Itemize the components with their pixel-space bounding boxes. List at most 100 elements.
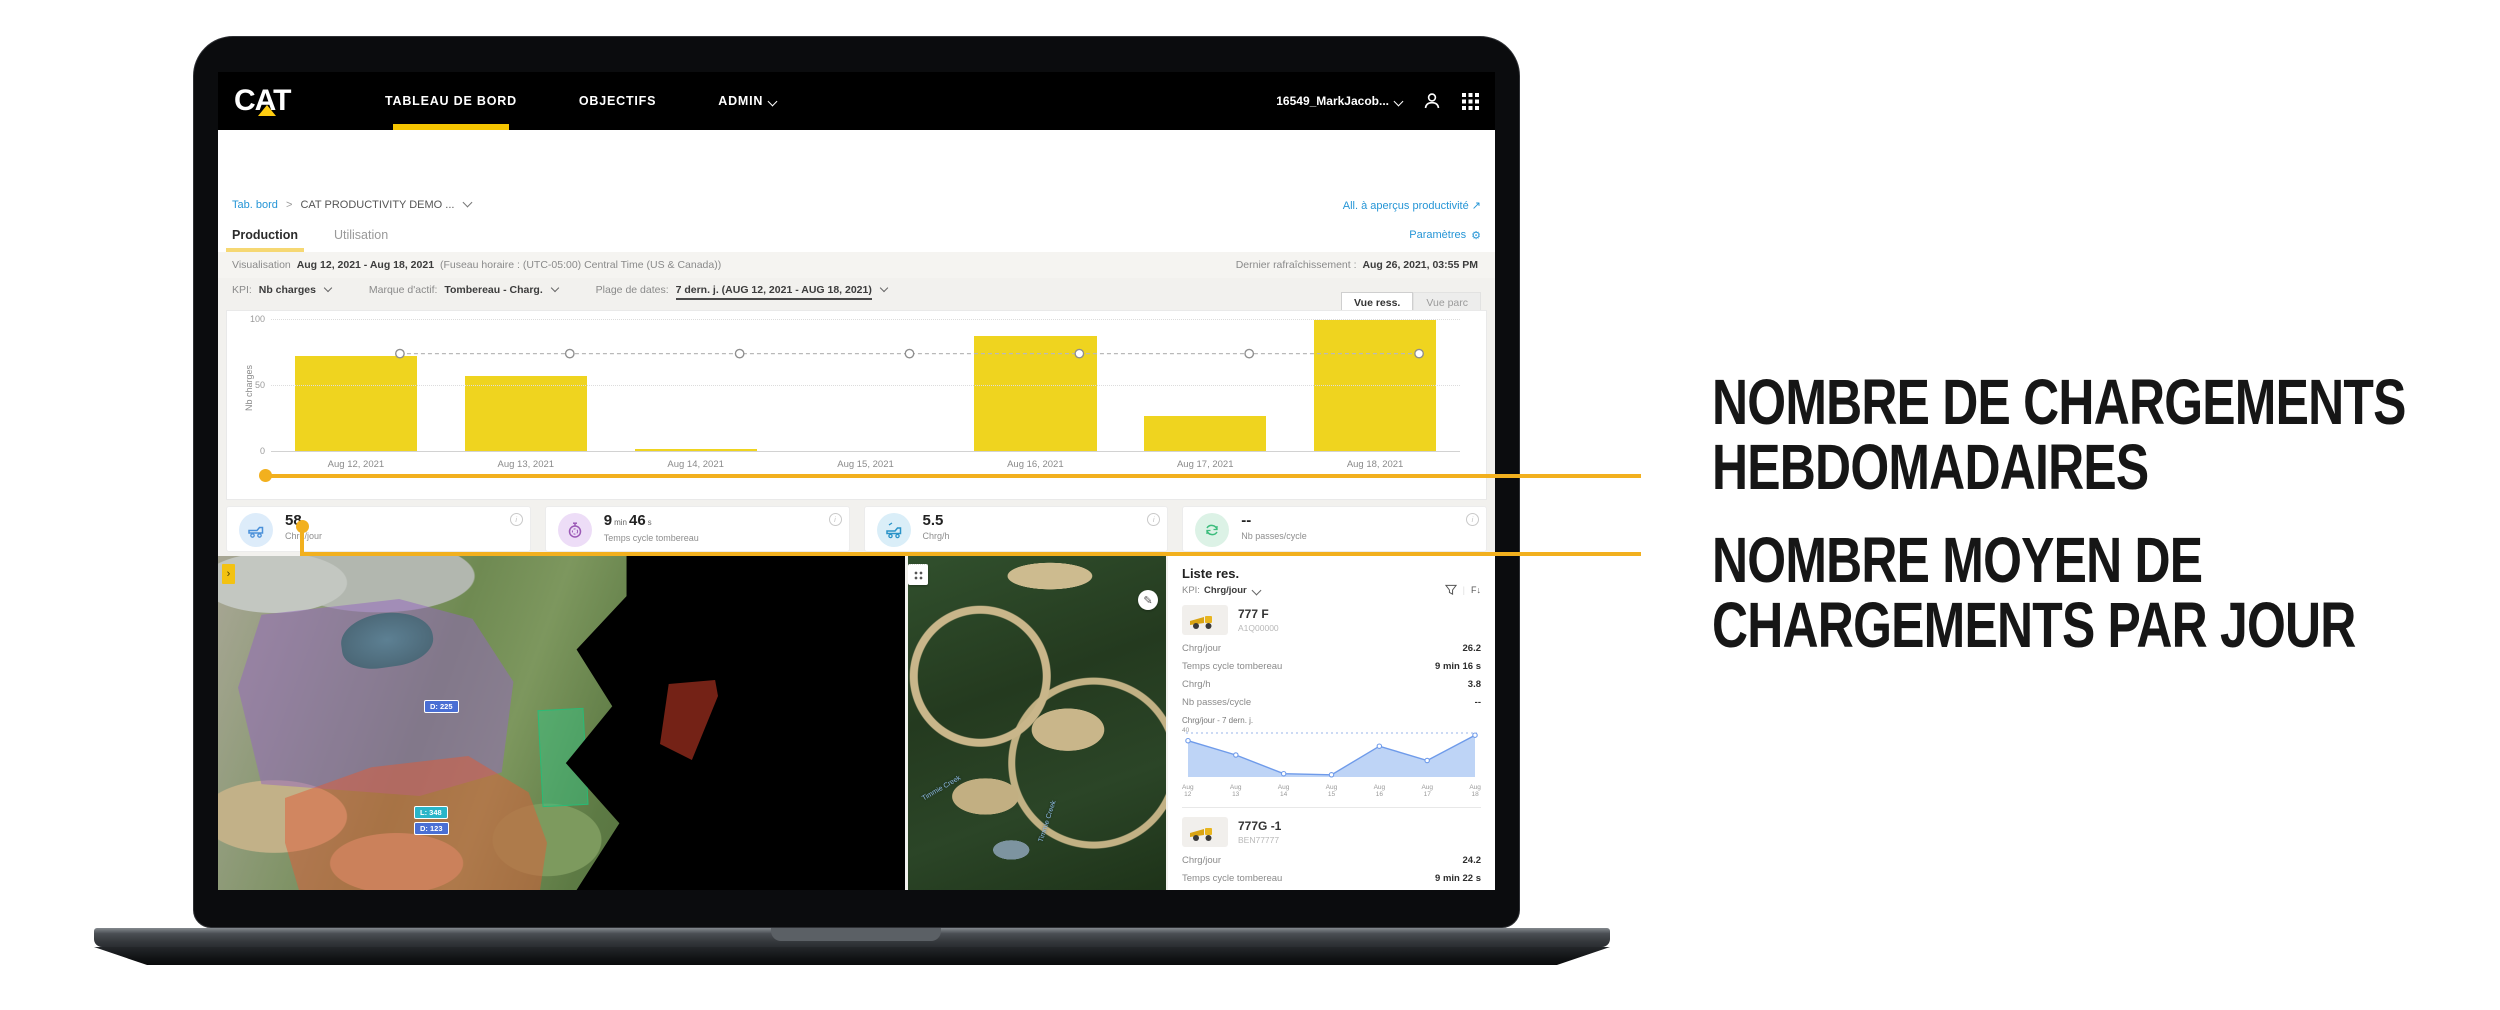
sparkline-marker <box>1376 743 1383 749</box>
asset-name: 777G -1 <box>1238 818 1282 833</box>
sparkline-x-label: Aug 18 <box>1469 784 1481 799</box>
list-divider <box>1182 806 1481 808</box>
breadcrumb-link[interactable]: Tab. bord <box>232 199 278 211</box>
filter-label: Marque d'actif: <box>368 284 438 296</box>
metric-row: Temps cycle tombereau 9 min 16 s <box>1182 657 1481 675</box>
timezone-note: (Fuseau horaire : (UTC-05:00) Central Ti… <box>439 259 722 271</box>
timer-icon <box>557 513 592 547</box>
metric-label: Temps cycle tombereau <box>1182 872 1283 884</box>
refresh-text: Dernier rafraîchissement : Aug 26, 2021,… <box>1236 259 1481 271</box>
x-axis-label: Aug 15, 2021 <box>837 459 894 470</box>
metric-label: Temps cycle tombereau <box>1182 661 1283 672</box>
user-menu[interactable]: 16549_MarkJacob... <box>1276 94 1404 108</box>
metric-row: Chrg/h 3.8 <box>1182 675 1481 693</box>
pencil-icon: ✎ <box>1143 594 1153 607</box>
filter-kpi[interactable]: KPI: Nb charges <box>232 283 333 296</box>
y-tick: 0 <box>259 446 265 456</box>
sparkline-x-label: Aug 17 <box>1421 784 1434 799</box>
filters-row: KPI: Nb charges Marque d'actif: Tomberea… <box>218 278 1495 314</box>
chart-column <box>1120 319 1290 452</box>
map-edit-button[interactable]: ✎ <box>1138 590 1158 610</box>
sparkline-x-label: Aug 16 <box>1373 784 1386 799</box>
map-layers-button[interactable] <box>908 564 928 585</box>
metric-value: 26.2 <box>1462 643 1482 654</box>
y-tick: 100 <box>249 314 265 324</box>
site-map-overlays[interactable]: D: 225 L: 348 D: 123 › <box>218 556 905 890</box>
annotation-line: NOMBRE MOYEN DE <box>1712 524 2203 596</box>
nav-item-tableau-de-bord[interactable]: TABLEAU DE BORD <box>385 72 517 130</box>
metric-row: Chrg/h4 <box>1182 887 1481 890</box>
chevron-down-icon[interactable] <box>462 197 472 208</box>
chart-column <box>1290 319 1460 452</box>
sparkline-x-label: Aug 13 <box>1229 784 1242 799</box>
asset-metrics: Chrg/jour 24.2 Temps cycle tombereau 9 min … <box>1182 851 1481 890</box>
filter-value: Tombereau - Charg. <box>444 284 543 296</box>
settings-link[interactable]: Paramètres <box>1409 229 1467 241</box>
kpi-value: 9 <box>603 512 613 529</box>
list-kpi-selector[interactable]: KPI: Chrg/jour | F↓ <box>1182 584 1481 596</box>
maps-row: D: 225 L: 348 D: 123 › Timmie Creek Timm… <box>218 556 1495 890</box>
filter-plage-dates[interactable]: Plage de dates: 7 dern. j. (AUG 12, 2021… <box>596 283 889 300</box>
dashboard-screen: CAT TABLEAU DE BORD OBJECTIFS ADMIN <box>218 72 1495 890</box>
sparkline-x-label: Aug 15 <box>1325 784 1338 799</box>
metric-label: Nb passes/cycle <box>1182 697 1252 708</box>
refresh-value: Aug 26, 2021, 03:55 PM <box>1362 259 1478 271</box>
asset-id: A1Q00000 <box>1238 623 1279 633</box>
info-icon[interactable]: i <box>1147 513 1161 526</box>
kpi-card-loads-per-day[interactable]: 58 Chrg/jour i <box>226 506 531 552</box>
kpi-label: Chrg/jour <box>285 531 522 541</box>
asset-list-item[interactable]: 777G -1 BEN77777 Chrg/jour 24.2 Temps cycl… <box>1182 816 1481 890</box>
list-tools: | F↓ <box>1444 584 1481 596</box>
chevron-down-icon <box>879 283 889 293</box>
kpi-value: -- <box>1241 512 1252 529</box>
tab-production[interactable]: Production <box>226 218 304 252</box>
apps-grid-icon[interactable] <box>1462 92 1479 110</box>
kpi-label: Chrg/h <box>922 531 950 541</box>
gear-icon[interactable]: ⚙ <box>1471 229 1481 242</box>
filter-icon[interactable] <box>1444 584 1457 596</box>
filter-marque-actif[interactable]: Marque d'actif: Tombereau - Charg. <box>368 283 559 296</box>
view-toggle: Vue ress. Vue parc <box>1341 292 1481 314</box>
tab-label: Utilisation <box>333 228 389 242</box>
x-axis-label: Aug 18, 2021 <box>1346 459 1404 470</box>
zone-badge[interactable]: D: 123 <box>414 822 449 835</box>
annotation-line: CHARGEMENTS PAR JOUR <box>1712 589 2356 662</box>
nav-item-label: TABLEAU DE BORD <box>385 94 517 108</box>
asset-list-item[interactable]: 777 F A1Q00000 Chrg/jour 26.2 Temps cycle … <box>1182 605 1481 799</box>
tab-utilisation[interactable]: Utilisation <box>334 218 388 252</box>
breadcrumb-current[interactable]: CAT PRODUCTIVITY DEMO ... <box>300 199 455 211</box>
kpi-label: Temps cycle tombereau <box>603 533 699 543</box>
info-icon[interactable]: i <box>509 513 523 526</box>
date-range: Aug 12, 2021 - Aug 18, 2021 <box>296 259 435 271</box>
site-map-satellite[interactable]: Timmie Creek Timmie Creek ✎ <box>908 556 1166 890</box>
info-icon[interactable]: i <box>1466 513 1479 526</box>
kpi-unit: s <box>647 518 652 527</box>
zone-badge[interactable]: D: 225 <box>424 700 459 713</box>
dots-grid-icon <box>913 570 923 580</box>
x-axis-label: Aug 17, 2021 <box>1176 459 1234 470</box>
chevron-down-icon <box>1393 96 1404 106</box>
breadcrumb-separator: > <box>285 199 293 211</box>
insights-link[interactable]: All. à aperçus productivité <box>1342 199 1469 212</box>
kpi-card-cycle-time[interactable]: 9 min 46 s Temps cycle tombereau i <box>544 506 850 552</box>
chart-bar <box>1144 416 1267 452</box>
asset-id: BEN77777 <box>1238 834 1280 845</box>
chart-bar <box>1313 320 1437 452</box>
chart-bar <box>464 376 587 452</box>
kpi-card-passes-per-cycle[interactable]: -- Nb passes/cycle i <box>1182 506 1487 552</box>
person-icon[interactable] <box>1422 91 1442 111</box>
nav-item-objectifs[interactable]: OBJECTIFS <box>579 72 656 130</box>
metric-value: 3.8 <box>1467 679 1481 690</box>
view-fleet-button[interactable]: Vue parc <box>1413 292 1481 314</box>
sparkline-marker <box>1328 772 1335 778</box>
sparkline-x-labels: Aug 12 Aug 13 Aug 14 Aug 15 Aug 16 Aug 17 Aug 18 <box>1182 784 1481 799</box>
zone-badge[interactable]: L: 348 <box>414 806 448 819</box>
info-icon[interactable]: i <box>828 513 842 526</box>
sort-icon[interactable]: F↓ <box>1471 585 1481 595</box>
gridline-100 <box>271 319 1460 320</box>
callout-line-daily <box>300 552 1641 556</box>
map-expand-icon[interactable]: › <box>222 564 235 584</box>
kpi-card-loads-per-hour[interactable]: 5.5 Chrg/h i <box>863 506 1169 552</box>
metric-label: Chrg/h <box>1182 679 1211 690</box>
nav-item-admin[interactable]: ADMIN <box>718 72 778 130</box>
